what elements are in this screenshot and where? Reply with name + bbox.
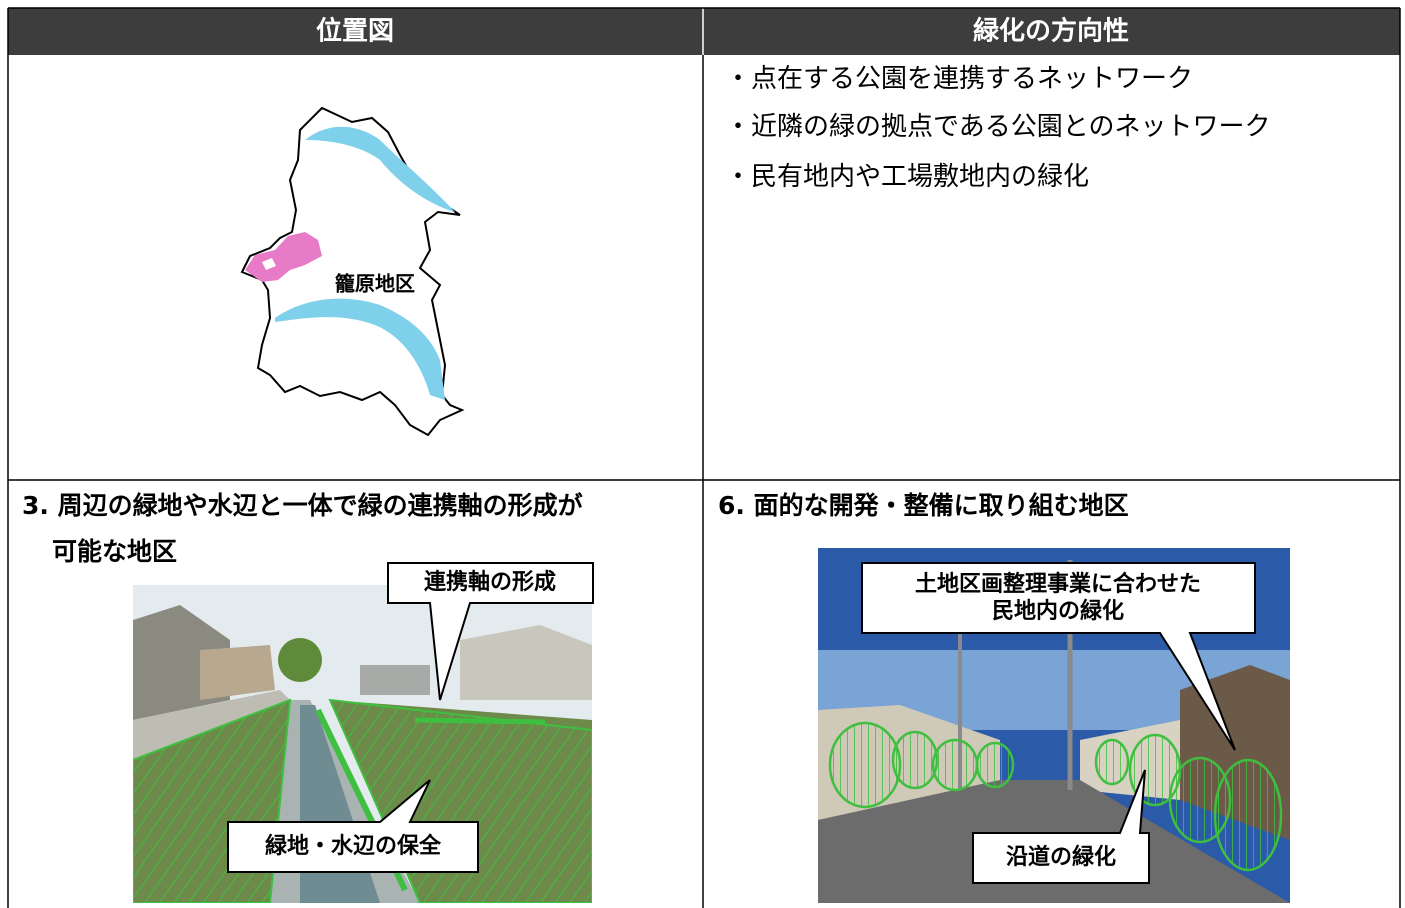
direction-item: ・民有地内や工場敷地内の緑化 (725, 162, 1089, 192)
callout-text: 民地内の緑化 (992, 598, 1124, 624)
header-cell: 緑化の方向性 (973, 16, 1129, 47)
section-title: 可能な地区 (52, 537, 177, 566)
header-row (8, 8, 1400, 55)
location-map: 籠原地区 (240, 106, 465, 437)
callout-text: 沿道の緑化 (1006, 844, 1116, 870)
callout-text: 連携軸の形成 (424, 569, 556, 595)
section-title: 6. 面的な開発・整備に取り組む地区 (718, 491, 1129, 520)
header-cell: 位置図 (316, 16, 394, 47)
map-label: 籠原地区 (335, 272, 415, 296)
direction-item: ・近隣の緑の拠点である公園とのネットワーク (725, 112, 1270, 142)
callout-shapes (227, 562, 1256, 884)
table-borders (7, 7, 1401, 908)
direction-item: ・点在する公園を連携するネットワーク (725, 64, 1193, 94)
photo-canal (133, 585, 592, 903)
section-title: 3. 周辺の緑地や水辺と一体で緑の連携軸の形成が (22, 491, 583, 520)
callout-text: 緑地・水辺の保全 (265, 833, 442, 859)
callout-text: 土地区画整理事業に合わせた (915, 571, 1201, 597)
